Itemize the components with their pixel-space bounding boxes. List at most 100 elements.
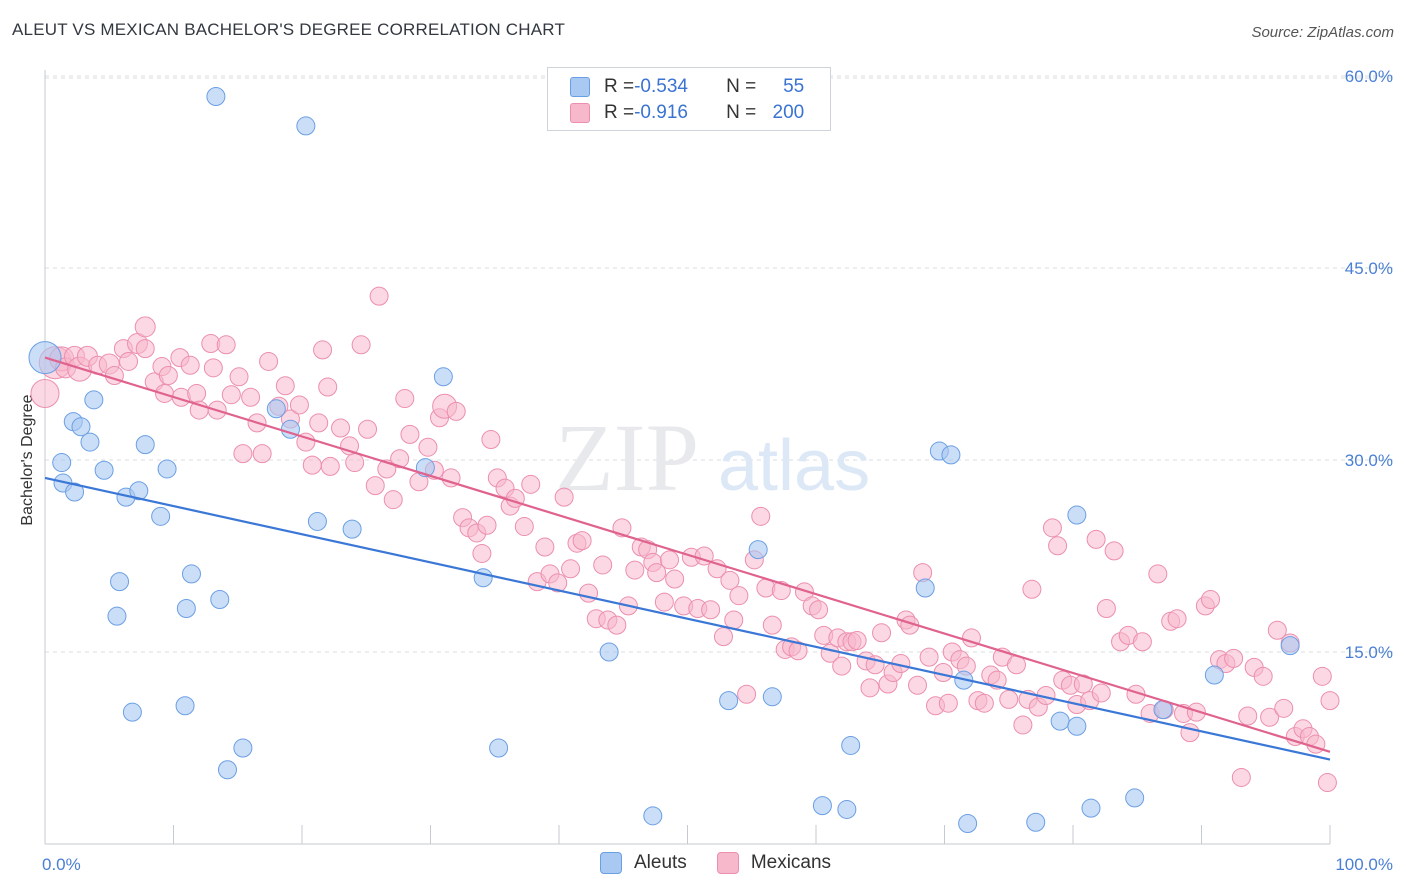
mexicans-point — [259, 351, 279, 371]
mexicans-point — [1267, 620, 1287, 640]
aleuts-point — [233, 738, 253, 758]
source-credit: Source: ZipAtlas.com — [1251, 24, 1394, 41]
aleuts-point — [719, 691, 739, 711]
mexicans-point — [535, 537, 555, 557]
aleuts-point — [958, 814, 978, 834]
aleuts-point — [643, 806, 663, 826]
legend-r-label: R = — [604, 102, 635, 123]
tick-labels: 15.0% 30.0% 45.0% 60.0% 0.0% 100.0% — [42, 67, 1393, 874]
aleuts-point — [157, 459, 177, 479]
y-tick-label: 30.0% — [1345, 451, 1393, 470]
y-tick-label: 45.0% — [1345, 259, 1393, 278]
legend-r-label: R = — [604, 76, 635, 97]
aleuts-point — [217, 760, 237, 780]
mexicans-point — [847, 630, 867, 650]
mexicans-point — [720, 570, 740, 590]
mexicans-point — [660, 550, 680, 570]
mexicans-point — [1186, 702, 1206, 722]
aleuts-point — [84, 390, 104, 410]
mexicans-point — [481, 430, 501, 450]
aleuts-point — [1081, 798, 1101, 818]
x-tick-label: 100.0% — [1335, 855, 1393, 874]
aleuts-point — [135, 435, 155, 455]
mexicans-point — [418, 437, 438, 457]
mexicans-point — [1148, 564, 1168, 584]
mexicans-point — [919, 647, 939, 667]
aleuts-point — [915, 578, 935, 598]
mexicans-trend-line — [44, 356, 1331, 753]
mexicans-point — [30, 378, 60, 408]
legend-r-value: -0.534 — [634, 76, 688, 97]
mexicans-point — [180, 355, 200, 375]
mexicans-point — [1048, 536, 1068, 556]
axes — [44, 70, 1331, 845]
aleuts-point — [65, 482, 85, 502]
aleuts-point — [107, 606, 127, 626]
aleuts-point — [1067, 505, 1087, 525]
mexicans-point — [521, 474, 541, 494]
aleuts-point — [176, 598, 196, 618]
series-swatch-aleuts — [600, 852, 622, 874]
chart-title: ALEUT VS MEXICAN BACHELOR'S DEGREE CORRE… — [12, 20, 566, 39]
aleuts-point — [151, 506, 171, 526]
mexicans-point — [309, 413, 329, 433]
aleuts-point — [433, 367, 453, 387]
mexicans-point — [365, 476, 385, 496]
mexicans-point — [1104, 541, 1124, 561]
mexicans-point — [561, 559, 581, 579]
mexicans-point — [358, 419, 378, 439]
mexicans-point — [593, 555, 613, 575]
aleuts-point — [342, 519, 362, 539]
mexicans-point — [771, 581, 791, 601]
aleuts-point — [1125, 788, 1145, 808]
aleuts-point — [1204, 665, 1224, 685]
aleuts-point — [841, 735, 861, 755]
legend-swatch-mexicans — [570, 103, 590, 123]
y-tick-label: 15.0% — [1345, 643, 1393, 662]
mexicans-point — [737, 684, 757, 704]
series-swatch-mexicans — [716, 852, 739, 874]
watermark-atlas: atlas — [718, 426, 870, 506]
mexicans-point — [860, 678, 880, 698]
mexicans-point — [788, 641, 808, 661]
mexicans-point — [1167, 609, 1187, 629]
aleuts-point — [489, 738, 509, 758]
mexicans-point — [1096, 598, 1116, 618]
aleuts-point — [71, 417, 91, 437]
series-legend-aleuts[interactable]: Aleuts — [600, 852, 687, 874]
mexicans-point — [1260, 707, 1280, 727]
mexicans-points — [30, 286, 1340, 793]
aleuts-point — [122, 702, 142, 722]
trend-lines — [44, 356, 1331, 761]
mexicans-point — [135, 339, 155, 359]
aleuts-point — [52, 453, 72, 473]
legend-n-label: N = — [726, 102, 757, 123]
mexicans-point — [390, 449, 410, 469]
mexicans-point — [1274, 698, 1294, 718]
aleuts-point — [1067, 716, 1087, 736]
legend-row-mexicans: R = -0.916 N = 200 — [570, 101, 804, 125]
series-legend-mexicans[interactable]: Mexicans — [716, 852, 831, 874]
mexicans-point — [751, 506, 771, 526]
mexicans-point — [345, 453, 365, 473]
mexicans-point — [1231, 767, 1251, 787]
legend-r-value: -0.916 — [634, 102, 688, 123]
y-tick-label: 60.0% — [1345, 67, 1393, 86]
mexicans-point — [1317, 773, 1337, 793]
aleuts-trend-line — [44, 476, 1331, 761]
mexicans-point — [938, 693, 958, 713]
aleuts-point — [1280, 636, 1300, 656]
aleuts-point — [210, 590, 230, 610]
aleuts-point — [748, 540, 768, 560]
mexicans-point — [158, 366, 178, 386]
mexicans-point — [302, 455, 322, 475]
mexicans-point — [383, 490, 403, 510]
mexicans-point — [320, 456, 340, 476]
mexicans-point — [119, 351, 139, 371]
aleuts-point — [110, 572, 130, 592]
mexicans-point — [1042, 518, 1062, 538]
mexicans-point — [607, 615, 627, 635]
mexicans-point — [351, 335, 371, 355]
legend-n-value: 55 — [783, 76, 805, 97]
